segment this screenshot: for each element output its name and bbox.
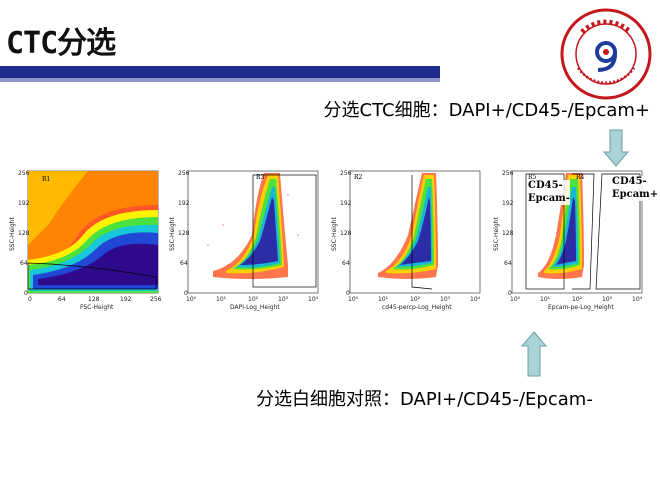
gate-label: R3 <box>256 174 265 181</box>
annotation-cd45-epcam-pos: CD45- Epcam+ <box>612 176 659 201</box>
svg-text:64: 64 <box>58 296 66 303</box>
gate-label: R1 <box>42 176 50 183</box>
svg-text:10²: 10² <box>248 296 259 303</box>
svg-text:128: 128 <box>178 230 190 237</box>
svg-text:192: 192 <box>340 200 352 207</box>
plot-dapi-ssc: R3 256 192 128 64 0 10⁰ 10¹ 10² 10³ 10⁴ DAPI… <box>168 165 328 315</box>
svg-text:10³: 10³ <box>278 296 289 303</box>
gate-label: R5 <box>528 174 537 181</box>
svg-text:10²: 10² <box>410 296 421 303</box>
svg-text:10¹: 10¹ <box>216 296 227 303</box>
svg-text:128: 128 <box>340 230 352 237</box>
svg-text:256: 256 <box>150 296 162 303</box>
svg-text:0: 0 <box>508 290 512 297</box>
svg-text:10¹: 10¹ <box>540 296 551 303</box>
svg-text:192: 192 <box>502 200 514 207</box>
x-axis-label: FSC-Height <box>80 304 114 311</box>
gate-label-2: R4 <box>576 174 585 181</box>
svg-text:10¹: 10¹ <box>378 296 389 303</box>
svg-text:128: 128 <box>88 296 100 303</box>
svg-text:10⁰: 10⁰ <box>510 296 521 303</box>
svg-text:10⁰: 10⁰ <box>348 296 359 303</box>
svg-text:10³: 10³ <box>602 296 613 303</box>
svg-text:128: 128 <box>502 230 514 237</box>
svg-text:192: 192 <box>120 296 132 303</box>
svg-text:0: 0 <box>346 290 350 297</box>
svg-text:192: 192 <box>178 200 190 207</box>
svg-text:64: 64 <box>20 260 28 267</box>
down-arrow-icon <box>602 129 630 167</box>
svg-text:192: 192 <box>18 200 30 207</box>
plot-cd45-ssc: R2 256 192 128 64 0 10⁰ 10¹ 10² 10³ 10⁴ cd45… <box>330 165 490 315</box>
y-axis-label: SSC-Height <box>9 217 16 251</box>
y-axis-label: SSC-Height <box>331 217 338 251</box>
title-bar-accent <box>0 78 440 82</box>
svg-text:10⁰: 10⁰ <box>186 296 197 303</box>
title-bar <box>0 66 440 78</box>
svg-text:64: 64 <box>504 260 512 267</box>
svg-text:10⁴: 10⁴ <box>470 296 481 303</box>
x-axis-label: Epcam-pe-Log_Height <box>548 304 614 311</box>
x-axis-label: DAPI-Log_Height <box>230 304 280 311</box>
svg-text:10²: 10² <box>572 296 583 303</box>
svg-text:64: 64 <box>342 260 350 267</box>
caption-leukocyte-control: 分选白细胞对照：DAPI+/CD45-/Epcam- <box>256 389 593 410</box>
y-axis-label: SSC-Height <box>169 217 176 251</box>
svg-text:0: 0 <box>24 290 28 297</box>
svg-text:64: 64 <box>180 260 188 267</box>
x-axis-label: cd45-percp-Log_Height <box>382 304 452 311</box>
svg-text:10⁴: 10⁴ <box>632 296 643 303</box>
svg-text:256: 256 <box>18 170 30 177</box>
caption-ctc-sorting: 分选CTC细胞：DAPI+/CD45-/Epcam+ <box>323 100 650 121</box>
svg-text:0: 0 <box>28 296 32 303</box>
svg-text:128: 128 <box>18 230 30 237</box>
y-axis-label: SSC-Height <box>493 217 500 251</box>
svg-text:0: 0 <box>184 290 188 297</box>
slide-title: CTC分选 <box>6 26 116 61</box>
svg-text:256: 256 <box>502 170 514 177</box>
svg-text:256: 256 <box>178 170 190 177</box>
up-arrow-icon <box>520 331 548 377</box>
gate-label: R2 <box>354 174 363 181</box>
hospital-seal-icon <box>560 8 652 100</box>
svg-text:256: 256 <box>340 170 352 177</box>
svg-text:10⁴: 10⁴ <box>308 296 319 303</box>
plot-fsc-ssc: R1 256 192 128 64 0 0 64 128 192 256 FSC-Hei… <box>8 165 168 315</box>
annotation-cd45-epcam-neg: CD45- Epcam- <box>528 180 570 205</box>
hospital-logo <box>560 8 652 100</box>
svg-text:10³: 10³ <box>440 296 451 303</box>
